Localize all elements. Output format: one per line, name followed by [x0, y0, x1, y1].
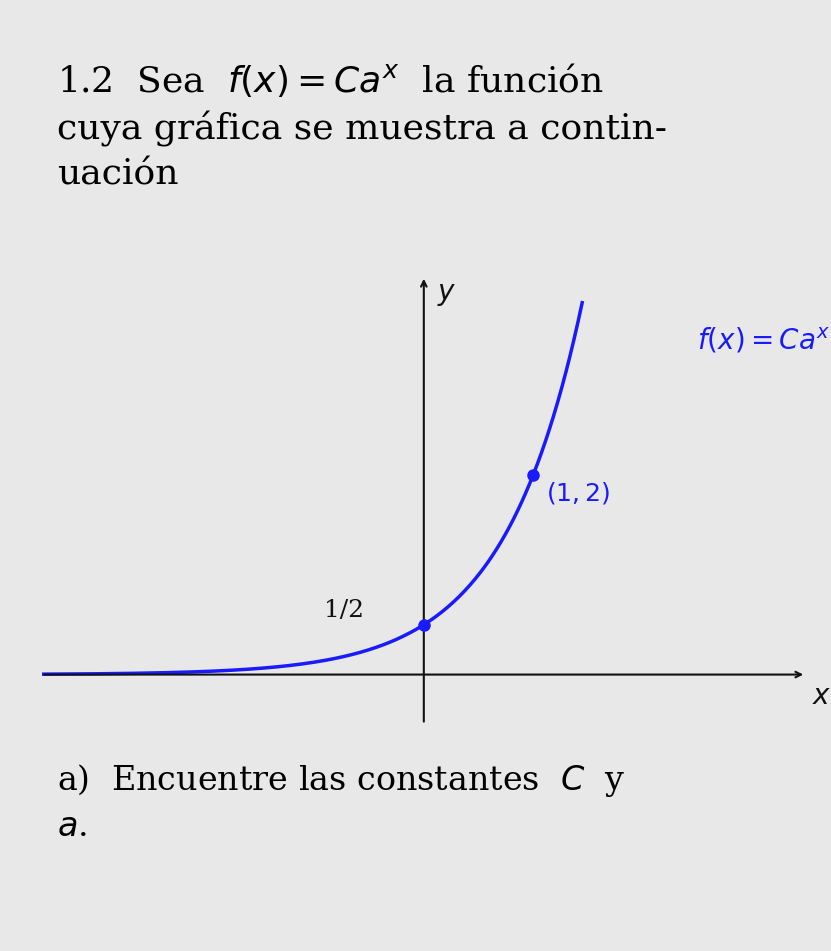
Text: a)  Encuentre las constantes  $C$  y
$a$.: a) Encuentre las constantes $C$ y $a$. — [57, 762, 625, 844]
Text: $f(x) = Ca^x$: $f(x) = Ca^x$ — [697, 326, 830, 356]
Text: 1.2  Sea  $f(x) = Ca^x$  la función
cuya gráfica se muestra a contin-
uación: 1.2 Sea $f(x) = Ca^x$ la función cuya gr… — [57, 62, 666, 191]
Text: $(1, 2)$: $(1, 2)$ — [546, 480, 610, 506]
Text: $y$: $y$ — [437, 281, 456, 308]
Text: $x$: $x$ — [812, 683, 831, 709]
Text: 1/2: 1/2 — [324, 599, 364, 622]
